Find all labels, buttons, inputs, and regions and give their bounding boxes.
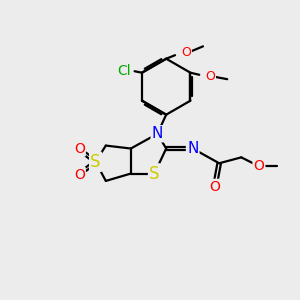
Text: O: O bbox=[205, 70, 215, 83]
Text: S: S bbox=[149, 165, 160, 183]
Text: O: O bbox=[209, 180, 220, 194]
Text: Cl: Cl bbox=[118, 64, 131, 78]
Text: O: O bbox=[181, 46, 191, 59]
Text: O: O bbox=[205, 70, 215, 83]
Text: O: O bbox=[254, 159, 264, 173]
Text: O: O bbox=[181, 46, 191, 59]
Text: O: O bbox=[74, 168, 85, 182]
Text: O: O bbox=[74, 142, 85, 155]
Text: N: N bbox=[152, 126, 163, 141]
Text: S: S bbox=[90, 153, 101, 171]
Text: Cl: Cl bbox=[118, 64, 131, 78]
Text: N: N bbox=[187, 141, 198, 156]
